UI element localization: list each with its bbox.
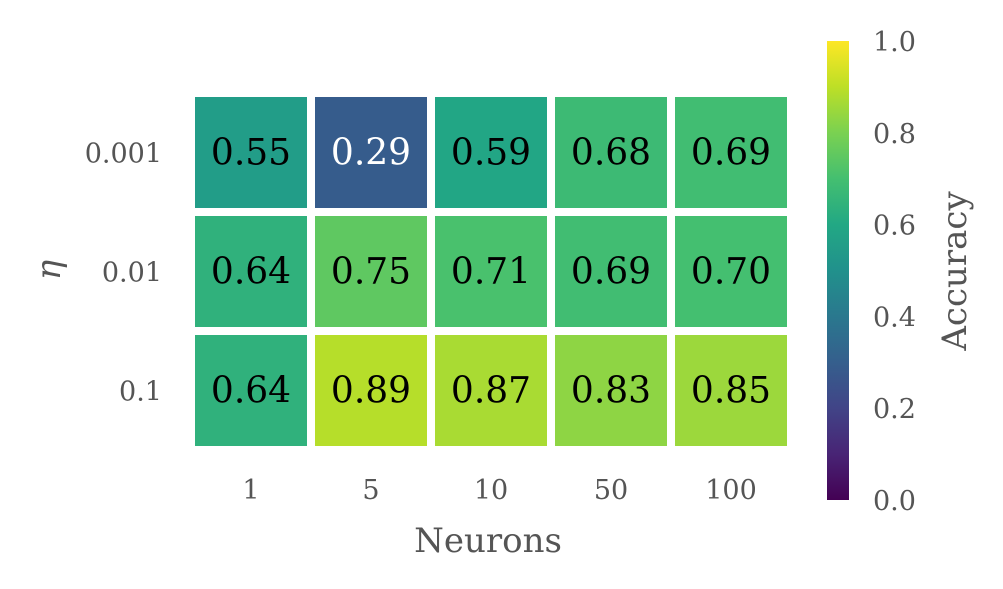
- cell-value-label: 0.70: [691, 252, 771, 293]
- cell-value-label: 0.29: [331, 133, 411, 174]
- colorbar-tick-label: 1.0: [873, 27, 916, 58]
- cell-value-label: 0.75: [331, 252, 411, 293]
- colorbar: [827, 41, 849, 500]
- cell-value-label: 0.68: [571, 133, 651, 174]
- colorbar-tick-label: 0.2: [873, 394, 916, 425]
- x-tick-label: 50: [594, 475, 628, 506]
- y-tick-labels: 0.001 0.01 0.1: [85, 139, 162, 408]
- colorbar-tick-label: 0.6: [873, 211, 916, 242]
- heatmap-cell: [195, 97, 307, 208]
- x-tick-label: 100: [705, 475, 757, 506]
- y-tick-label: 0.01: [102, 258, 162, 289]
- colorbar-tick-labels: 0.0 0.2 0.4 0.6 0.8 1.0: [873, 27, 916, 517]
- x-tick-label: 1: [242, 475, 259, 506]
- y-axis-title: η: [29, 259, 69, 280]
- cell-value-label: 0.64: [211, 252, 291, 293]
- heatmap-cells: 0.55 0.29 0.59 0.68 0.69 0.64 0.75 0.71 0.69 0.70…: [195, 97, 787, 446]
- cell-value-label: 0.85: [691, 371, 771, 412]
- heatmap-cell: [315, 97, 427, 208]
- heatmap-cell: [555, 216, 667, 327]
- cell-value-label: 0.87: [451, 371, 531, 412]
- x-tick-labels: 1 5 10 50 100: [242, 475, 756, 506]
- heatmap-cell: [675, 335, 787, 446]
- heatmap-cell: [435, 335, 547, 446]
- heatmap-cell: [435, 216, 547, 327]
- x-tick-label: 10: [474, 475, 508, 506]
- heatmap-cell: [555, 97, 667, 208]
- heatmap-cell: [675, 216, 787, 327]
- heatmap-cell: [675, 97, 787, 208]
- colorbar-tick-label: 0.0: [873, 486, 916, 517]
- cell-value-label: 0.83: [571, 371, 651, 412]
- cell-value-label: 0.59: [451, 133, 531, 174]
- x-axis-title: Neurons: [414, 521, 562, 561]
- y-tick-label: 0.001: [85, 139, 162, 170]
- cell-value-label: 0.71: [451, 252, 531, 293]
- heatmap-cell: [195, 335, 307, 446]
- heatmap-cell: [435, 97, 547, 208]
- colorbar-title: Accuracy: [935, 191, 975, 352]
- colorbar-tick-label: 0.8: [873, 119, 916, 150]
- cell-value-label: 0.69: [691, 133, 771, 174]
- heatmap-cell: [555, 335, 667, 446]
- colorbar-tick-label: 0.4: [873, 302, 916, 333]
- cell-value-label: 0.69: [571, 252, 651, 293]
- heatmap-cell: [315, 335, 427, 446]
- cell-value-label: 0.64: [211, 371, 291, 412]
- heatmap-cell: [315, 216, 427, 327]
- x-tick-label: 5: [362, 475, 379, 506]
- heatmap-cell: [195, 216, 307, 327]
- y-tick-label: 0.1: [119, 377, 162, 408]
- cell-value-label: 0.55: [211, 133, 291, 174]
- cell-value-label: 0.89: [331, 371, 411, 412]
